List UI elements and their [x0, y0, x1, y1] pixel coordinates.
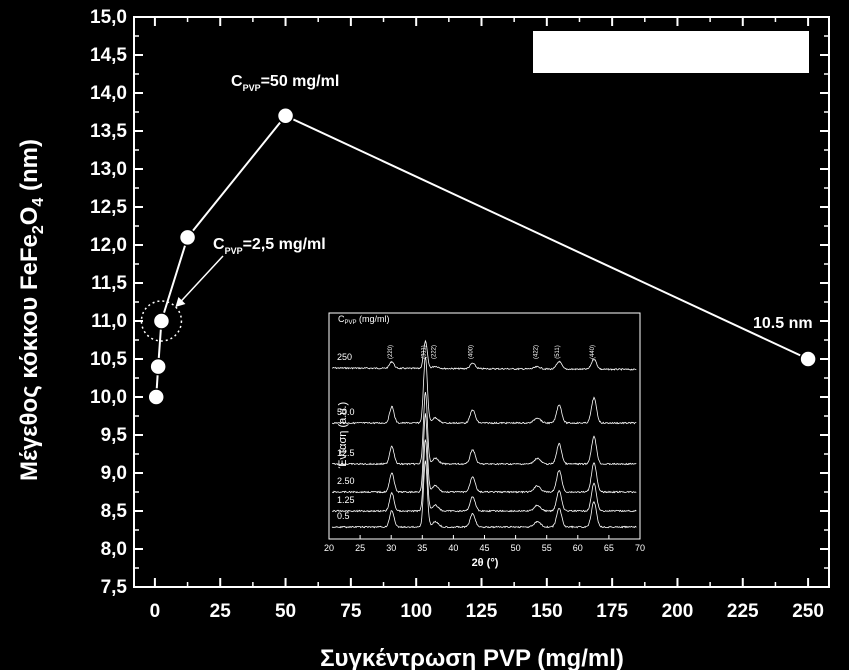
- x-tick-label: 75: [340, 601, 362, 622]
- y-tick-label: 7,5: [101, 577, 128, 598]
- data-point: [276, 107, 295, 125]
- inset-traces: [331, 339, 637, 529]
- x-axis-title: Συγκέντρωση PVP (mg/ml): [320, 645, 624, 670]
- inset-y-axis-title: Ένταση (a.u.): [337, 402, 349, 469]
- x-tick-label: 150: [531, 601, 563, 622]
- annotation-c25: CPVP=2,5 mg/ml: [213, 236, 326, 256]
- annotation-size: 10.5 nm: [753, 315, 813, 332]
- y-tick-label: 14,5: [90, 45, 127, 66]
- inset-trace: [332, 339, 637, 371]
- inset-x-tick-label: 50: [511, 543, 521, 553]
- y-tick-label: 9,5: [101, 425, 128, 446]
- annotations: CPVP=50 mg/ml CPVP=2,5 mg/ml 10.5 nm: [140, 73, 813, 342]
- data-point: [147, 388, 165, 406]
- inset-peak-label: (400): [469, 345, 475, 359]
- y-tick-label: 8,5: [101, 501, 128, 522]
- x-tick-label: 225: [727, 601, 759, 622]
- inset-x-axis-title: 2θ (°): [472, 557, 499, 569]
- inset-x-tick-label: 70: [635, 543, 645, 553]
- inset-trace: [332, 439, 637, 513]
- inset-series-labels: 250 50.0 12.5 2.50 1.25 0.5: [337, 352, 355, 521]
- inset-series-label: 2.50: [337, 476, 355, 486]
- inset-x-tick-label: 25: [355, 543, 365, 553]
- annotation-arrowhead: [175, 297, 186, 307]
- y-tick-label: 10,0: [90, 387, 127, 408]
- inset-trace: [331, 460, 637, 529]
- x-tick-label: 175: [596, 601, 628, 622]
- data-point: [149, 357, 167, 376]
- x-tick-label: 100: [400, 601, 432, 622]
- inset-x-tick-label: 20: [324, 543, 334, 553]
- inset-peak-label: (220): [388, 345, 394, 359]
- x-tick-label: 250: [792, 601, 824, 622]
- x-tick-label: 125: [466, 601, 498, 622]
- annotation-arrow: [178, 255, 224, 304]
- inset-series-label: 250: [337, 352, 352, 362]
- x-tick-label: 0: [150, 601, 161, 622]
- inset-peak-label: (311): [421, 345, 427, 359]
- y-axis-title: Μέγεθος κόκκου FeFe2O4 (nm): [16, 139, 47, 481]
- y-tick-label: 11,5: [91, 273, 127, 294]
- y-tick-label: 11,0: [91, 311, 127, 332]
- inset-x-tick-label: 45: [479, 543, 489, 553]
- inset-series-label: 0.5: [337, 511, 350, 521]
- inset-x-tick-label: 40: [448, 543, 458, 553]
- inset-peak-labels: (220) (311) (222) (400) (422) (511) (440): [388, 345, 596, 359]
- y-tick-label: 14,0: [90, 83, 127, 104]
- y-tick-label: 12,0: [90, 235, 127, 256]
- inset-x-tick-label: 60: [573, 543, 583, 553]
- y-tick-label: 9,0: [101, 463, 127, 484]
- inset-trace: [331, 413, 637, 494]
- inset-x-tick-label: 30: [386, 543, 396, 553]
- y-tick-label: 13,5: [90, 121, 127, 142]
- y-tick-label: 8,0: [101, 539, 127, 560]
- inset-frame: [328, 312, 641, 540]
- y-tick-label: 10,5: [90, 349, 127, 370]
- x-tick-label: 25: [210, 601, 232, 622]
- x-axis: 0 25 50 75 100 125 150 175 200 225 250: [150, 17, 824, 622]
- inset-peak-label: (511): [555, 345, 561, 359]
- inset-peak-label: (222): [431, 345, 437, 359]
- x-tick-label: 200: [662, 601, 694, 622]
- y-tick-label: 13,0: [90, 159, 127, 180]
- inset-x-axis: 20 25 30 35 40 45 50 55 60 65 70: [324, 535, 645, 553]
- series-points: [147, 107, 817, 406]
- inset-peak-label: (422): [533, 345, 539, 359]
- inset-peak-label: (440): [590, 345, 596, 359]
- inset-trace: [331, 356, 637, 425]
- annotation-c50: CPVP=50 mg/ml: [231, 73, 339, 93]
- x-tick-label: 50: [275, 601, 296, 622]
- y-tick-label: 15,0: [90, 7, 127, 28]
- inset-legend-title: CPVP (mg/ml): [338, 314, 390, 326]
- data-point: [799, 350, 817, 368]
- y-tick-label: 12,5: [90, 197, 127, 218]
- y-axis: 7,5 8,0 8,5 9,0 9,5 10,0 10,5 11,0 11,5 12,0 12,5 1…: [90, 7, 829, 598]
- inset-trace: [332, 392, 637, 466]
- inset-series-label: 50.0: [337, 407, 355, 417]
- inset-x-tick-label: 35: [417, 543, 427, 553]
- inset-series-label: 1.25: [337, 495, 355, 505]
- highlight-circle: [140, 300, 183, 342]
- inset-xrd-chart: 20 25 30 35 40 45 50 55 60 65 70 250 50.0 12.5 2.50 1.…: [324, 312, 645, 569]
- data-point: [178, 228, 197, 247]
- inset-series-label: 12.5: [337, 448, 355, 458]
- legend-box: [533, 31, 809, 73]
- inset-x-tick-label: 65: [604, 543, 614, 553]
- data-point: [152, 312, 171, 330]
- inset-x-tick-label: 55: [542, 543, 552, 553]
